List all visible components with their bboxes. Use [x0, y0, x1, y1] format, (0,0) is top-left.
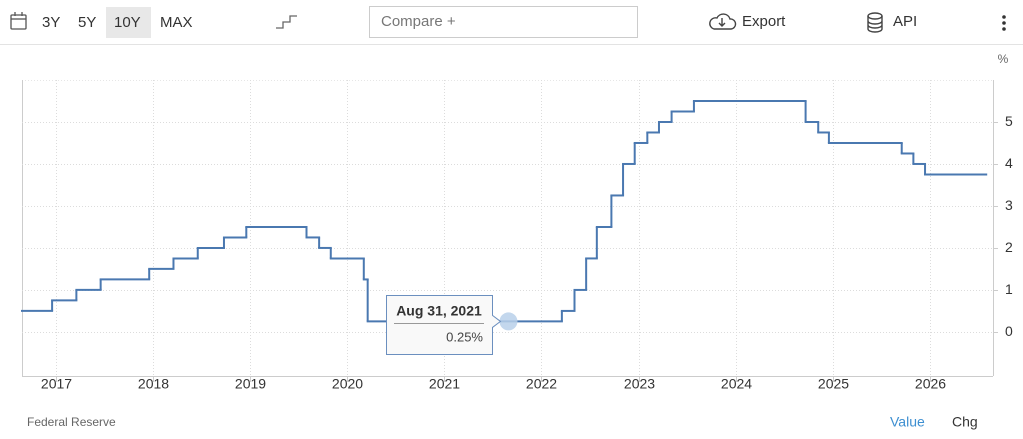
y-tick-label: 0	[1005, 323, 1013, 339]
plot-area: 0 1 2 3 4 5 2017 2018 2019 2020 2021 2022 2023 2024 20…	[21, 80, 1013, 392]
chart-type-icon[interactable]	[276, 15, 297, 29]
tooltip-value: 0.25%	[446, 329, 483, 344]
y-tick-label: 3	[1005, 197, 1013, 213]
x-tick-label: 2019	[235, 376, 266, 392]
export-button[interactable]: Export	[742, 13, 786, 30]
compare-placeholder: Compare +	[381, 13, 456, 30]
api-button[interactable]: API	[893, 13, 917, 30]
tooltip-date: Aug 31, 2021	[396, 303, 482, 319]
source-label: Federal Reserve	[27, 415, 116, 429]
compare-input[interactable]	[369, 6, 638, 38]
calendar-icon[interactable]	[10, 12, 27, 30]
api-icon[interactable]	[867, 12, 883, 33]
y-tick-label: 2	[1005, 239, 1013, 255]
range-button[interactable]: 3Y	[42, 14, 60, 31]
range-button[interactable]: 5Y	[78, 14, 96, 31]
tooltip-box	[386, 295, 502, 355]
x-tick-label: 2026	[915, 376, 946, 392]
x-tick-label: 2024	[721, 376, 752, 392]
x-tick-label: 2023	[624, 376, 655, 392]
y-tick-label: 1	[1005, 281, 1013, 297]
x-tick-label: 2020	[332, 376, 363, 392]
x-tick-label: 2017	[41, 376, 72, 392]
active-range-bg	[106, 7, 151, 38]
menu-icon[interactable]	[1002, 15, 1006, 31]
x-tick-label: 2022	[526, 376, 557, 392]
range-button[interactable]: MAX	[160, 14, 193, 31]
chg-tab[interactable]: Chg	[952, 414, 978, 430]
x-tick-label: 2021	[429, 376, 460, 392]
x-tick-label: 2025	[818, 376, 849, 392]
unit-label: %	[998, 52, 1009, 66]
hover-marker	[499, 312, 518, 331]
value-tab[interactable]: Value	[890, 414, 925, 430]
x-tick-label: 2018	[138, 376, 169, 392]
y-tick-label: 5	[1005, 113, 1013, 129]
y-tick-label: 4	[1005, 155, 1013, 171]
export-icon[interactable]	[709, 13, 737, 30]
range-button[interactable]: 10Y	[114, 14, 141, 31]
